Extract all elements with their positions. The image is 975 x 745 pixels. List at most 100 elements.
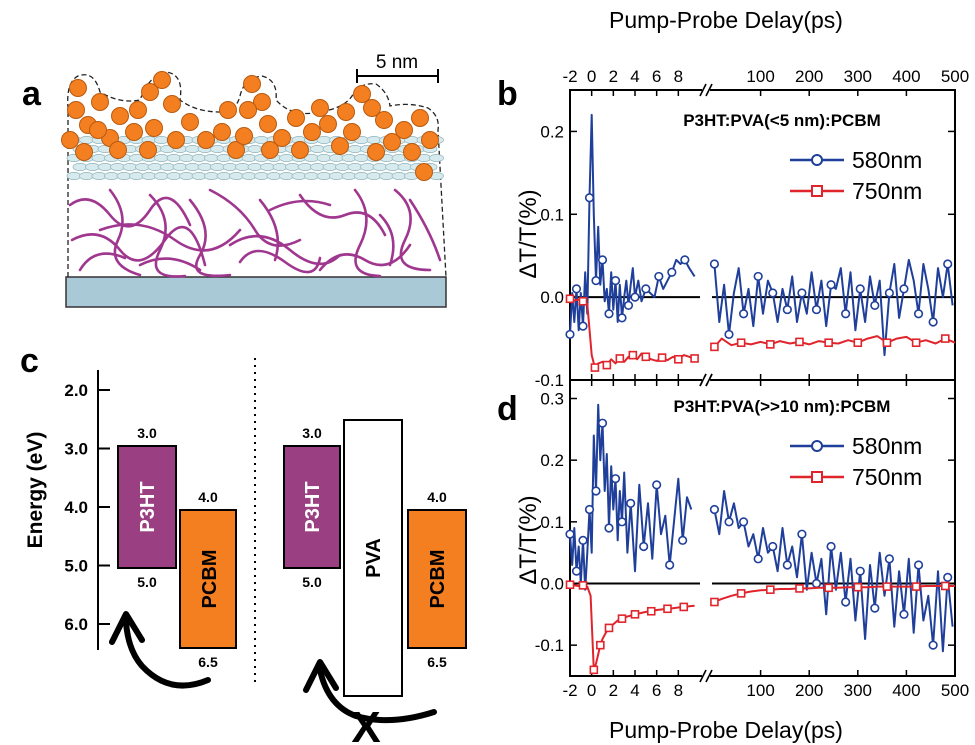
pva-molecule: [79, 136, 94, 144]
polymer-chains: [68, 188, 442, 278]
pcbm-sphere: [415, 163, 433, 181]
x-tick-label-bottom: 500: [941, 681, 969, 700]
right-pcbm-homo: 6.5: [427, 654, 447, 670]
pva-molecule: [191, 172, 207, 180]
point-750nm: [940, 334, 950, 343]
point-580nm: [884, 554, 894, 564]
point-750nm: [630, 610, 640, 619]
point-750nm: [911, 582, 921, 591]
pva-molecule: [135, 163, 150, 171]
pva-molecule: [297, 163, 313, 171]
pcbm-sphere: [239, 101, 257, 119]
pva-molecule: [179, 154, 194, 162]
point-750nm: [736, 589, 746, 598]
pva-molecule: [304, 172, 319, 180]
pcbm-sphere: [125, 123, 143, 141]
plot-frame: [569, 89, 956, 381]
point-580nm: [639, 541, 649, 552]
point-750nm: [565, 580, 575, 590]
polymer-chain: [393, 188, 432, 272]
legend-marker-580nm: [811, 154, 823, 166]
axis-break-mark: [699, 83, 707, 97]
pcbm-sphere: [243, 75, 261, 93]
pva-molecule: [385, 163, 400, 171]
polymer-chain: [78, 252, 127, 272]
point-580nm: [753, 554, 763, 564]
y-tick-label: 0.3: [540, 390, 564, 409]
pva-molecule: [160, 163, 175, 171]
polymer-chain: [138, 257, 202, 272]
pva-molecule: [285, 163, 300, 171]
point-580nm: [870, 603, 880, 613]
x-tick-label-bottom: 400: [892, 681, 920, 700]
point-750nm: [590, 363, 600, 372]
pcbm-sphere: [367, 143, 385, 161]
blocked-transfer-mark: X: [351, 703, 380, 745]
point-580nm: [768, 541, 778, 552]
pva-molecule: [129, 172, 144, 180]
pcbm-sphere: [395, 121, 413, 139]
point-750nm: [710, 597, 719, 607]
polymer-chain: [238, 249, 322, 274]
pcbm-sphere: [311, 99, 329, 117]
legend-label-580nm: 580nm: [852, 147, 922, 173]
pcbm-sphere: [213, 123, 231, 141]
panel-a-label: a: [22, 75, 42, 113]
pva-molecule: [104, 172, 119, 180]
polymer-chain: [353, 188, 382, 278]
point-580nm: [943, 572, 953, 582]
pva-molecule: [279, 172, 294, 180]
y-tick-label: -0.1: [535, 636, 564, 655]
point-750nm: [663, 604, 672, 614]
x-tick-label-top: 0: [587, 67, 596, 86]
substrate: [65, 276, 447, 308]
point-750nm: [617, 614, 627, 623]
polymer-chain: [228, 234, 342, 266]
x-tick-label-bottom: 0: [587, 681, 596, 700]
panel-c-label: c: [20, 342, 39, 380]
pcbm-sphere: [303, 123, 321, 141]
point-580nm: [738, 517, 749, 527]
panel-c: c Energy (eV) 2.0 3.0 4.0 5.0 6.0 P3HT 3.0 5…: [20, 342, 467, 745]
pcbm-sphere: [273, 129, 291, 147]
point-750nm: [882, 338, 892, 348]
right-pcbm-lumo: 4.0: [427, 489, 447, 505]
point-580nm: [565, 529, 575, 539]
point-750nm: [565, 294, 575, 304]
x-tick-label-bottom: 4: [630, 681, 639, 700]
pva-molecule: [316, 172, 332, 180]
pcbm-sphere: [111, 107, 129, 125]
panel-d-y-axis-label: ΔT/T(%): [515, 495, 542, 584]
pcbm-sphere: [291, 141, 309, 159]
pcbm-sphere: [319, 115, 337, 133]
panels-b-d: Pump-Probe Delay(ps) Pump-Probe Delay(ps…: [497, 7, 969, 743]
pcbm-sphere: [129, 101, 147, 119]
left-transfer-arrow: [123, 619, 211, 689]
pva-molecule: [329, 172, 344, 180]
pva-molecule: [72, 163, 88, 171]
pva-molecule: [316, 154, 332, 162]
left-pcbm-label: PCBM: [199, 550, 221, 609]
pcbm-sphere: [403, 143, 421, 161]
x-tick-label-top: 6: [652, 67, 661, 86]
point-580nm: [597, 418, 608, 428]
x-tick-label-top: 8: [674, 67, 683, 86]
point-580nm: [665, 560, 675, 570]
point-580nm: [826, 541, 836, 552]
point-750nm: [641, 352, 651, 362]
panel-d-title: P3HT:PVA(>>10 nm):PCBM: [674, 397, 891, 416]
pva-molecule: [341, 172, 357, 180]
polymer-chain: [408, 198, 442, 262]
pva-molecule: [185, 163, 200, 171]
x-tick-label-bottom: 6: [652, 681, 661, 700]
x-tick-label-top: 200: [795, 67, 823, 86]
point-580nm: [724, 329, 734, 340]
right-transfer-arrow: [317, 667, 437, 724]
y-tick-label: 0.2: [540, 451, 564, 470]
legend-label-750nm: 750nm: [852, 464, 922, 490]
point-580nm: [597, 255, 608, 265]
pva-molecule: [154, 154, 169, 162]
panel-b-label: b: [497, 75, 518, 113]
pva-molecule: [204, 172, 219, 180]
